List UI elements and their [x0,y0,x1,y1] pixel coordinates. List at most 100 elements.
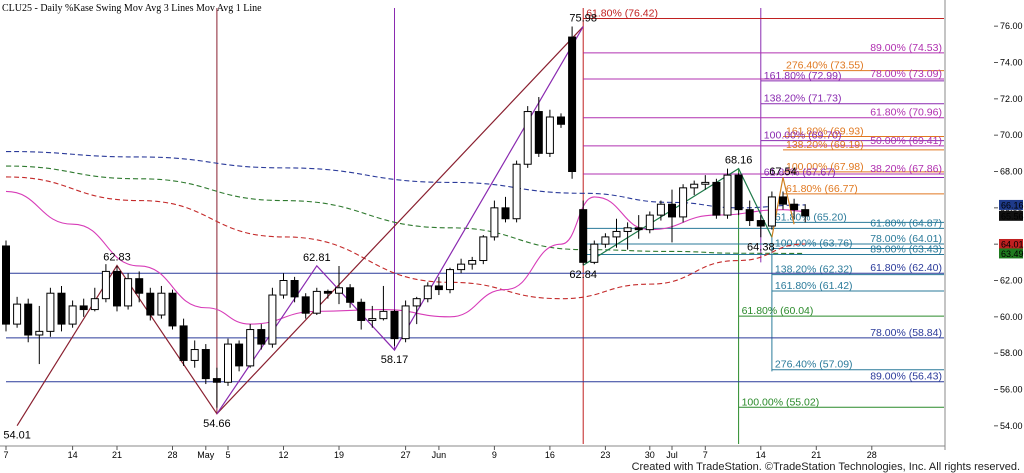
candle [512,160,521,223]
date-tick-label: 7 [703,450,708,460]
candle-body [534,111,543,154]
candle [35,305,44,365]
swing-value-label: 68.16 [725,155,753,167]
date-tick-label: 30 [645,450,655,460]
candle [745,200,754,226]
candle-body [401,305,410,340]
candle-body [190,349,199,361]
candle-body [656,203,665,216]
candle [379,285,388,321]
candle-body [668,203,676,218]
candle [446,267,454,294]
candle-body [13,303,22,325]
fib-level-label: 78.00% (58.84) [870,327,942,339]
candle [490,200,499,241]
candle [157,285,166,319]
candle-body [767,196,776,227]
candle [557,113,565,128]
candle [312,287,321,316]
candle [468,256,477,270]
date-tick-label: 14 [68,450,78,460]
candle-body [412,298,421,307]
date-tick-label: 14 [756,450,766,460]
candle [235,340,244,372]
candle [623,222,632,250]
swing-value-label: 54.66 [203,418,231,430]
fib-level-label: 100.00% (67.98) [786,161,864,173]
candle-body [257,329,266,345]
fib-level-label: 161.80% (72.99) [764,70,842,82]
candle [601,233,610,248]
candle [756,215,765,238]
date-tick-label: 21 [811,450,821,460]
candle-body [479,236,488,262]
swing-value-label: 62.83 [103,251,131,263]
candle-body [246,329,255,367]
fib-level-label: 89.00% (74.53) [870,42,942,54]
candle [13,296,22,328]
candle [479,235,488,265]
swing-lines [16,26,795,426]
candle [412,296,421,325]
fib-level-label: 89.00% (56.43) [870,371,942,383]
price-axis: 76.0074.0072.0070.0068.0066.0064.0062.00… [944,0,1024,450]
price-tick-label: 70.00 [1000,130,1023,140]
candle-body [679,187,688,218]
candle-body [379,310,388,320]
candle-body [623,227,632,232]
candle-body [101,270,110,300]
fib-level-label: 276.40% (73.55) [786,60,864,72]
date-axis: 7 14 21 28 May 5 12 19 27 Jun 9 16 23 30 Jul 7 14 21 28 [0,445,945,460]
candle [24,298,33,343]
price-tick-label: 76.00 [1000,21,1023,31]
candle-body [212,378,221,383]
candle-body [745,209,754,222]
candle-body [390,310,399,340]
candle [279,273,288,299]
candle-body [235,343,244,367]
date-tick-label: 7 [3,450,8,460]
candle [179,318,188,366]
candle [723,168,732,219]
date-tick-label: 12 [278,450,288,460]
fib-level-label: 61.80% (70.96) [870,107,942,119]
candle-body [24,303,33,336]
swing-line [582,167,773,266]
candle-body [568,36,577,172]
swing-value-label: 75.98 [569,13,597,25]
candle [767,191,776,230]
candle [790,198,799,219]
candle-body [468,260,477,265]
date-tick-label: 21 [112,450,122,460]
candle-body [457,263,466,271]
candle [146,287,155,321]
date-tick-label: 19 [334,450,344,460]
candle [612,218,621,248]
candle [246,324,255,368]
date-tick-label: 5 [225,450,230,460]
candle [2,240,10,332]
candle [257,324,266,350]
candle [201,344,210,385]
candle-body [545,116,554,154]
candle [801,204,810,223]
date-tick-label: 9 [492,450,497,460]
candle [301,293,310,319]
credit-text: Created with TradeStation. ©TradeStation… [632,461,1020,473]
fib-level-label: 61.80% (67.67) [764,166,836,178]
candle [224,338,232,386]
candle-body [434,285,443,291]
price-tick-label: 58.00 [1000,348,1023,358]
candle-body [734,174,743,211]
fib-level-label: 100.00% (63.76) [775,238,853,250]
price-badge-label: 65.56 [1001,211,1024,221]
fib-level-label: 138.20% (69.19) [786,139,864,151]
candle-body [201,349,210,380]
candle [168,289,177,330]
candle [634,215,643,239]
price-badge [999,199,1023,210]
candle [545,109,554,157]
fib-level-label: 61.80% (66.77) [786,183,858,195]
